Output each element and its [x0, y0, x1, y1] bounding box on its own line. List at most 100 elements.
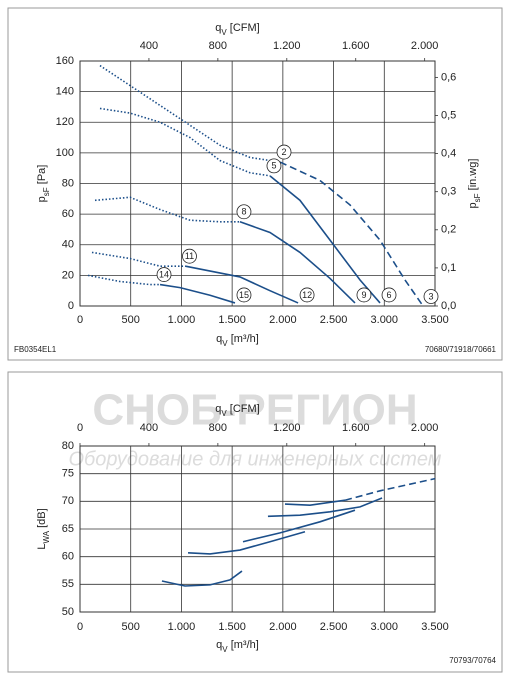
- y-tick-label: 100: [56, 147, 74, 159]
- x-tick-label: 3.000: [371, 314, 399, 326]
- y-axis-label: psF [Pa]: [36, 165, 51, 203]
- note: 70680/71918/70661: [425, 345, 497, 354]
- x2-tick-label: 1.600: [342, 40, 370, 52]
- y-axis-label-part: WA: [42, 530, 51, 543]
- curve-segment: [344, 477, 436, 501]
- curve-segment: [94, 196, 240, 223]
- x2-axis-label-part: [CFM]: [227, 22, 260, 34]
- y-axis-label-part: L: [36, 544, 48, 550]
- curve-segment: [242, 509, 356, 543]
- x2-tick-label: 1.200: [273, 40, 301, 52]
- curve-segment: [279, 161, 423, 305]
- x-axis-label-part: [m³/h]: [228, 639, 259, 651]
- plot-frame: [79, 60, 436, 307]
- y-tick-label: 160: [56, 55, 74, 67]
- x-axis-label-part: V: [222, 339, 228, 348]
- x2-axis-label-part: V: [221, 28, 227, 37]
- x2-tick-label: 400: [140, 40, 158, 52]
- x2-axis-label-part: q: [215, 403, 221, 415]
- x-tick-label: 2.500: [320, 621, 348, 633]
- x-axis-label: qV [m³/h]: [216, 639, 259, 654]
- y-tick-label: 140: [56, 86, 74, 98]
- curve-segment: [185, 265, 299, 304]
- x-tick-label: 3.000: [371, 621, 399, 633]
- curve-label: 9: [361, 290, 366, 300]
- curve-label: 6: [387, 290, 392, 300]
- curve-label: 12: [302, 290, 312, 300]
- curve-marker: [356, 287, 372, 303]
- x-tick-label: 0: [77, 621, 83, 633]
- y-axis-label-part: [dB]: [36, 508, 48, 531]
- x2-tick-label: 400: [140, 422, 158, 434]
- y2-tick-label: 0,3: [441, 186, 456, 198]
- x2-tick-label: 800: [209, 422, 227, 434]
- y2-tick-label: 0,1: [441, 262, 456, 274]
- note: 70793/70764: [449, 656, 496, 665]
- y-axis-label-part: p: [36, 196, 48, 202]
- x2-axis-label: qV [CFM]: [215, 22, 259, 37]
- curve-segment: [284, 499, 346, 507]
- x-tick-label: 1.500: [218, 314, 246, 326]
- curve-segment: [99, 64, 281, 163]
- curve-segment: [87, 274, 161, 286]
- curve-label: 5: [271, 161, 276, 171]
- bottom-panel: [7, 371, 503, 673]
- curve-segment: [99, 107, 271, 177]
- x-axis-label-part: V: [222, 645, 228, 654]
- x-tick-label: 3.500: [421, 621, 449, 633]
- y-tick-label: 40: [62, 239, 74, 251]
- curve-segment: [239, 221, 356, 304]
- curve-label: 3: [429, 291, 434, 301]
- y2-axis-label-part: p: [467, 202, 479, 208]
- y-axis-label: LWA [dB]: [36, 508, 51, 549]
- x2-axis-label-part: [CFM]: [227, 403, 260, 415]
- x2-tick-label: 800: [209, 40, 227, 52]
- y2-tick-label: 0,5: [441, 109, 456, 121]
- curve-segment: [161, 570, 243, 587]
- x-axis-label: qV [m³/h]: [216, 333, 259, 348]
- curve-label: 11: [185, 251, 194, 261]
- curve-marker: [236, 204, 252, 220]
- y-axis-label-part: [Pa]: [36, 165, 48, 188]
- curve-segment: [91, 251, 186, 267]
- y-tick-label: 55: [62, 578, 74, 590]
- curve-label: 15: [239, 290, 249, 300]
- curve-marker: [266, 158, 282, 174]
- top-panel: [7, 7, 503, 361]
- x-tick-label: 2.000: [269, 621, 297, 633]
- curve-segment: [267, 497, 383, 518]
- x-tick-label: 3.500: [421, 314, 449, 326]
- y2-tick-label: 0,0: [441, 300, 456, 312]
- y-tick-label: 80: [62, 177, 74, 189]
- curve-marker: [236, 287, 252, 303]
- x2-axis-label-part: V: [221, 409, 227, 418]
- watermark: СНОБ-РЕГИОН: [92, 386, 417, 435]
- x2-tick-label: 0: [77, 422, 83, 434]
- y-tick-label: 20: [62, 269, 74, 281]
- y-tick-label: 60: [62, 551, 74, 563]
- curve-marker: [299, 287, 315, 303]
- curve-marker: [423, 289, 439, 304]
- x2-tick-label: 1.600: [342, 422, 370, 434]
- y2-axis-label: psF [in.wg]: [467, 159, 482, 209]
- x-tick-label: 1.000: [168, 621, 196, 633]
- curve-marker: [381, 287, 397, 303]
- y-tick-label: 70: [62, 495, 74, 507]
- x-tick-label: 2.000: [269, 314, 297, 326]
- y-tick-label: 65: [62, 523, 74, 535]
- y-tick-label: 0: [68, 300, 74, 312]
- y2-tick-label: 0,2: [441, 224, 456, 236]
- x2-tick-label: 1.200: [273, 422, 301, 434]
- y-tick-label: 80: [62, 440, 74, 452]
- x2-tick-label: 2.000: [411, 422, 439, 434]
- curve-marker: [276, 144, 292, 160]
- curve-segment: [159, 283, 236, 304]
- curve-label: 2: [282, 147, 287, 157]
- y-axis-label-part: sF: [42, 187, 51, 196]
- note: FB0354EL1: [14, 345, 57, 354]
- watermark-sub: Оборудование для инженерных систем: [68, 448, 441, 470]
- x-tick-label: 0: [77, 314, 83, 326]
- curve-label: 8: [241, 207, 246, 217]
- y2-tick-label: 0,4: [441, 147, 456, 159]
